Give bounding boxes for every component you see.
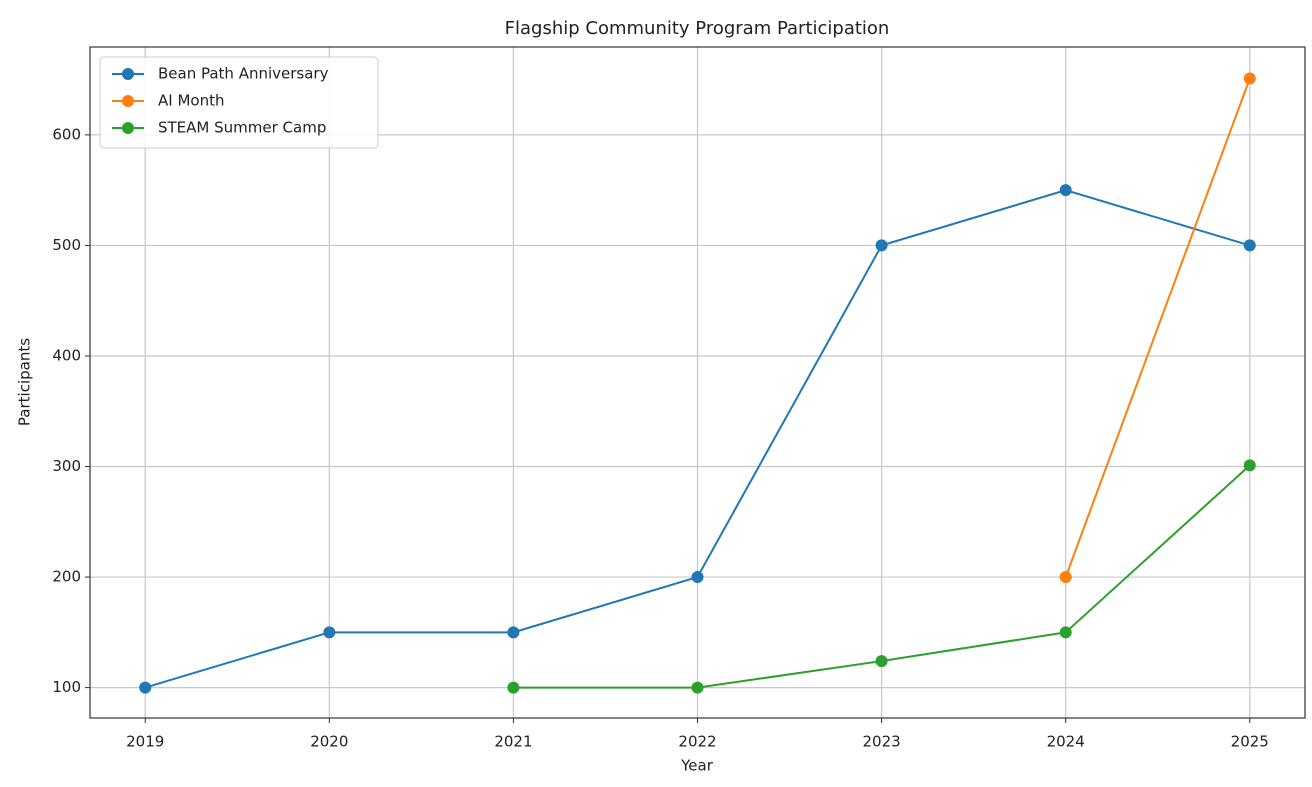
data-point	[139, 681, 152, 694]
data-point	[1059, 626, 1072, 639]
data-point	[875, 239, 888, 252]
legend-label: AI Month	[158, 92, 224, 110]
y-tick-label: 600	[52, 125, 81, 143]
data-point	[507, 626, 520, 639]
x-tick-label: 2025	[1231, 733, 1269, 751]
legend-marker	[122, 68, 134, 80]
data-point	[875, 655, 888, 668]
y-tick-label: 400	[52, 346, 81, 364]
y-tick-label: 500	[52, 236, 81, 254]
plot-frame	[89, 46, 1306, 719]
data-point	[1243, 459, 1256, 472]
x-tick-label: 2019	[126, 733, 164, 751]
legend-marker	[122, 122, 134, 134]
y-tick-label: 100	[52, 678, 81, 696]
x-tick-label: 2023	[862, 733, 900, 751]
data-point	[691, 571, 704, 584]
y-tick-label: 300	[52, 457, 81, 475]
series-line	[1064, 78, 1251, 578]
data-point	[691, 681, 704, 694]
legend: Bean Path Anniversary AI Month STEAM Summe…	[99, 56, 379, 149]
y-tick-label: 200	[52, 568, 81, 586]
data-point	[1059, 571, 1072, 584]
legend-label: Bean Path Anniversary	[158, 65, 329, 83]
data-point	[323, 626, 336, 639]
legend-box	[99, 56, 379, 149]
legend-marker	[122, 95, 134, 107]
x-tick-label: 2024	[1047, 733, 1085, 751]
chart-title: Flagship Community Program Participation	[505, 18, 890, 39]
x-tick-label: 2021	[494, 733, 532, 751]
data-point	[507, 681, 520, 694]
x-axis-label: Year	[680, 757, 714, 775]
x-tick-label: 2022	[678, 733, 716, 751]
data-point	[1059, 184, 1072, 197]
y-axis-label: Participants	[16, 338, 34, 426]
data-point	[1243, 72, 1256, 85]
x-tick-label: 2020	[310, 733, 348, 751]
legend-label: STEAM Summer Camp	[158, 119, 326, 137]
data-point	[1243, 239, 1256, 252]
